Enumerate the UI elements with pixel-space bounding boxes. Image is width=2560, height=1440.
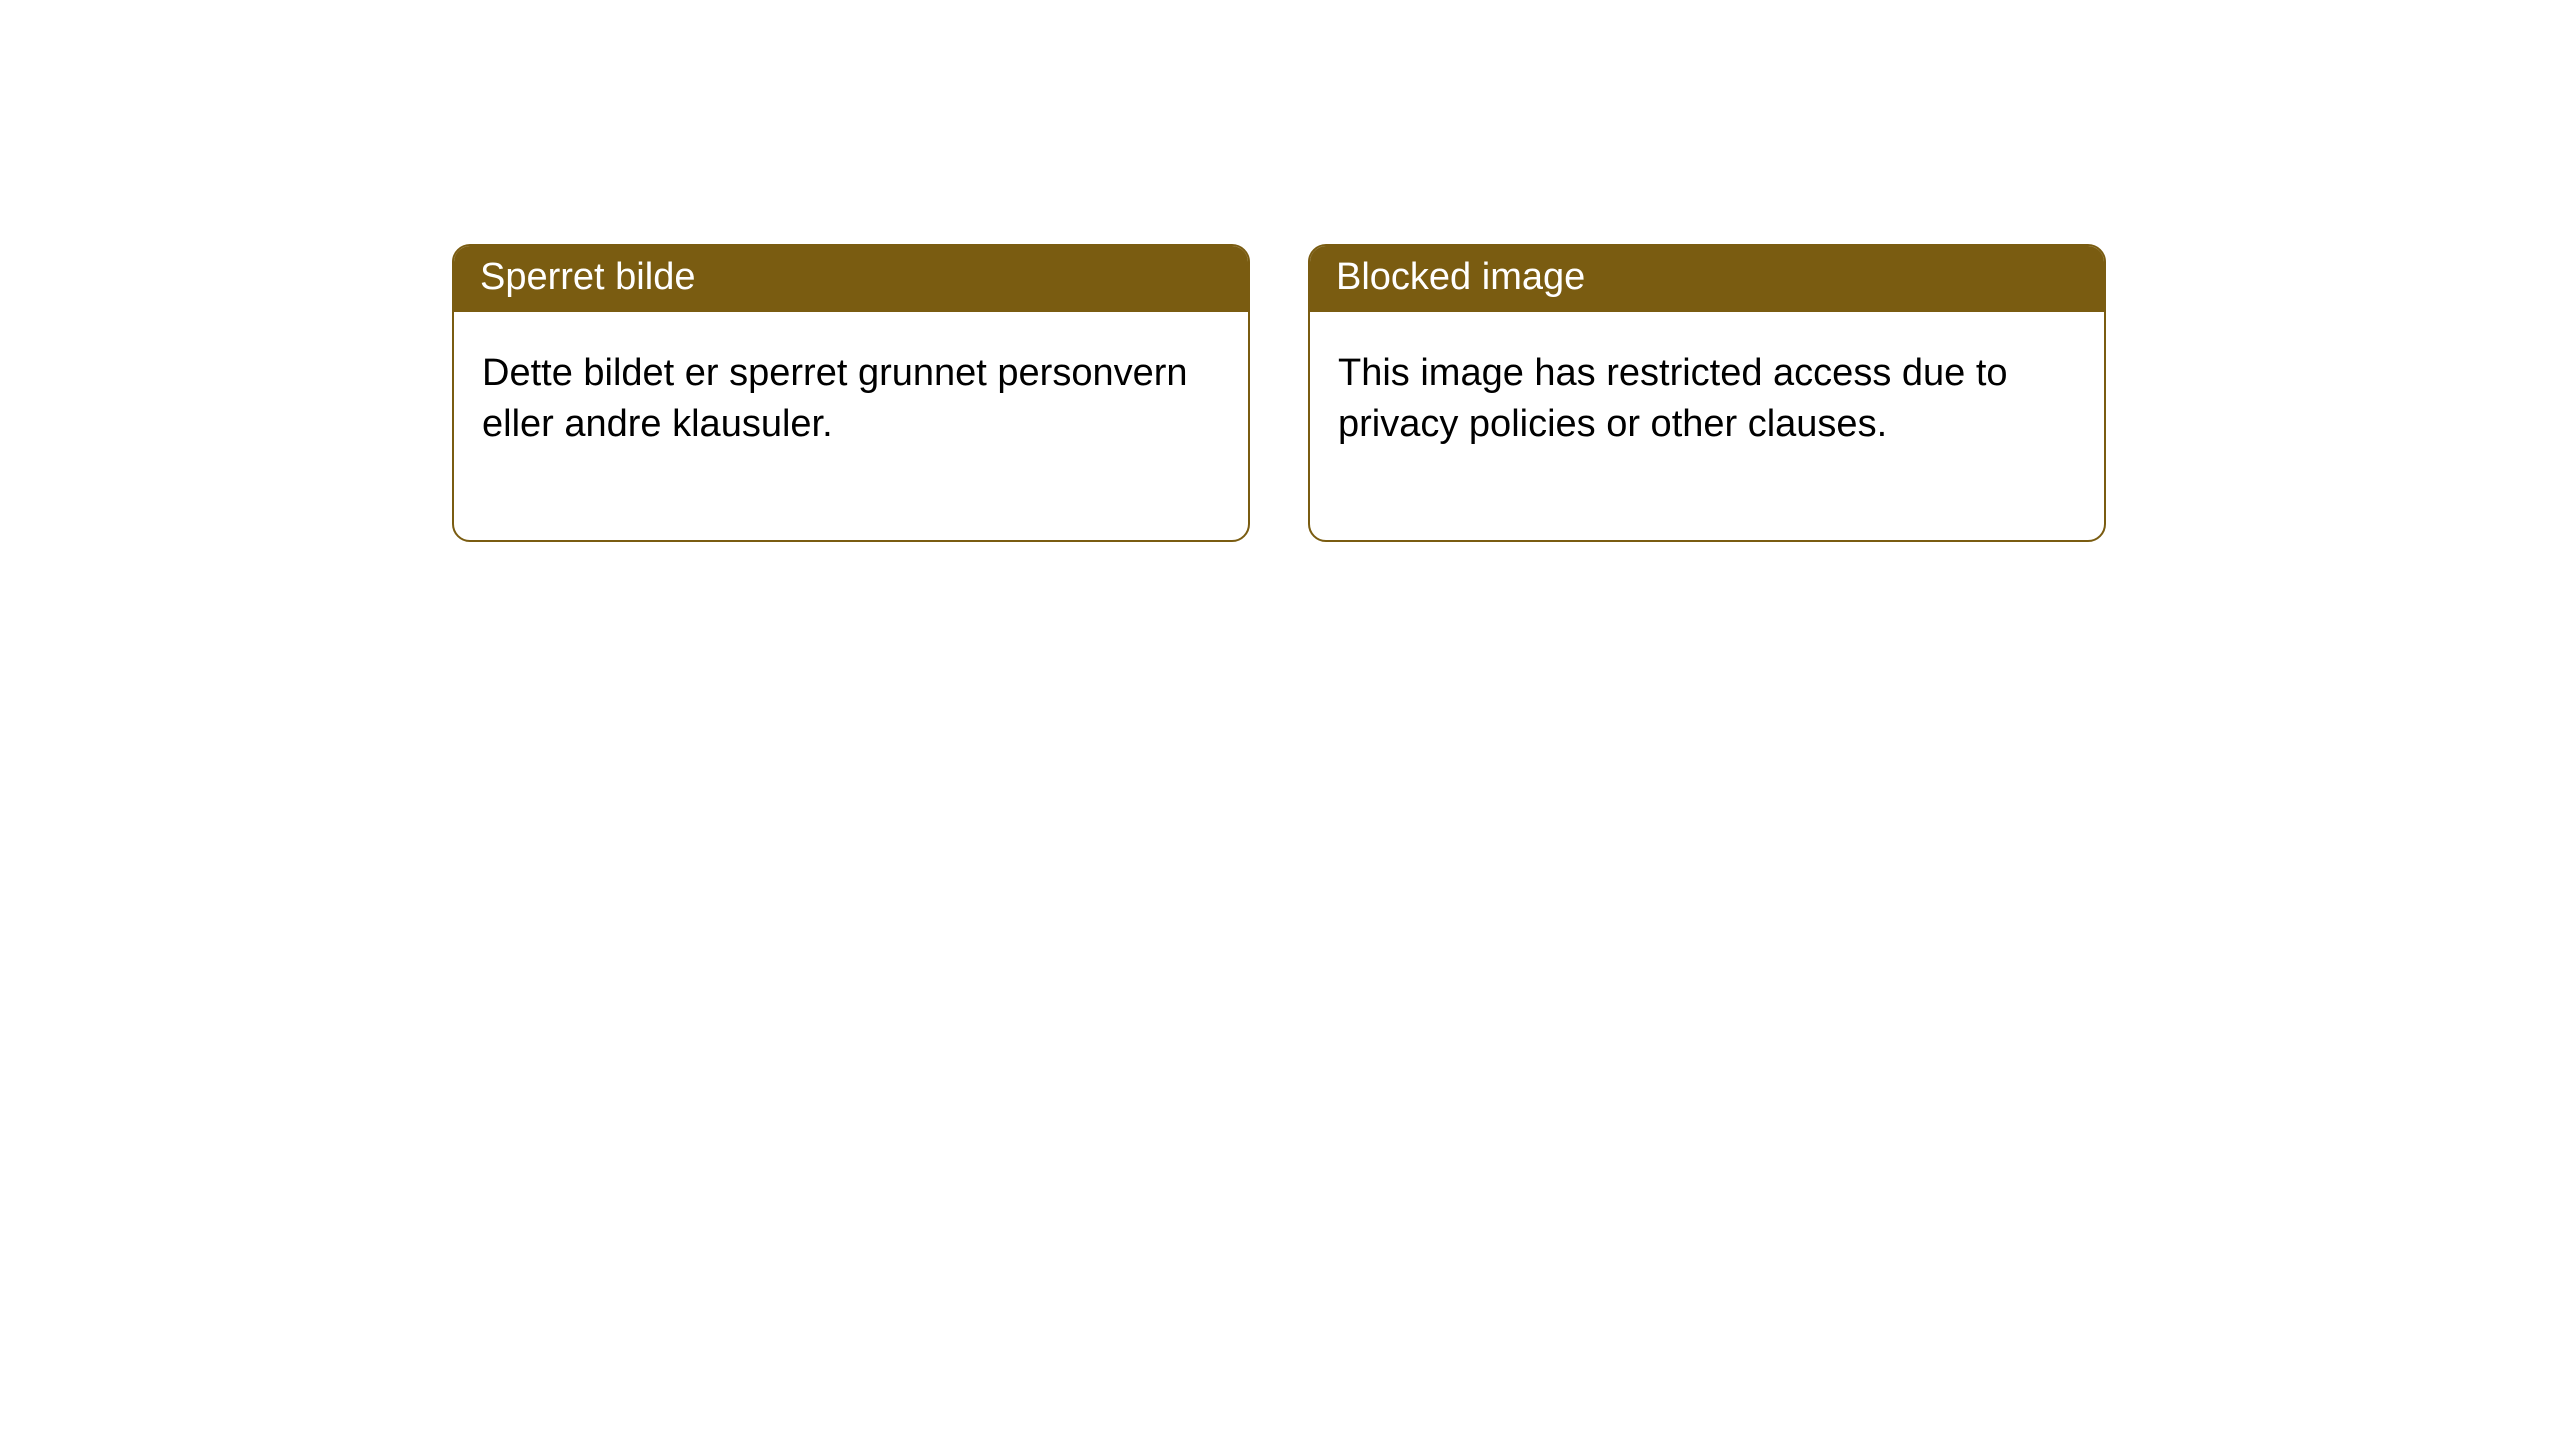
notice-card-body: Dette bildet er sperret grunnet personve… <box>454 312 1248 541</box>
notice-card-title: Blocked image <box>1310 246 2104 312</box>
notice-container: Sperret bilde Dette bildet er sperret gr… <box>0 0 2560 542</box>
notice-card-norwegian: Sperret bilde Dette bildet er sperret gr… <box>452 244 1250 542</box>
notice-card-english: Blocked image This image has restricted … <box>1308 244 2106 542</box>
notice-card-body: This image has restricted access due to … <box>1310 312 2104 541</box>
notice-card-title: Sperret bilde <box>454 246 1248 312</box>
